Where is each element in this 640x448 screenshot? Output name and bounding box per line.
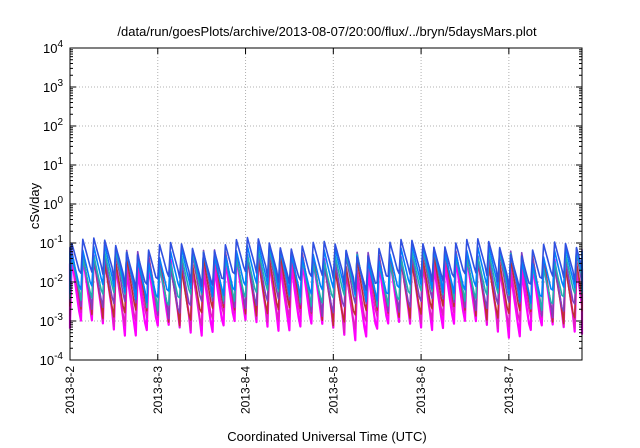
y-tick-label: 10-3 bbox=[40, 312, 64, 329]
y-axis-label: cSv/day bbox=[27, 182, 42, 229]
x-tick-label: 2013-8-2 bbox=[63, 366, 77, 414]
y-tick-label: 10-2 bbox=[40, 273, 64, 290]
x-axis-label: Coordinated Universal Time (UTC) bbox=[227, 429, 426, 444]
y-axis: 10-4 10-3 10-2 10-1 100 101 102 103 104 bbox=[40, 39, 582, 368]
y-tick-label: 100 bbox=[43, 195, 63, 212]
y-tick-label: 102 bbox=[43, 117, 63, 134]
y-tick-label: 103 bbox=[43, 78, 63, 95]
y-tick-label: 10-4 bbox=[40, 351, 64, 368]
x-tick-label: 2013-8-5 bbox=[326, 366, 340, 414]
y-tick-label: 101 bbox=[43, 156, 63, 173]
y-tick-label: 104 bbox=[43, 39, 63, 56]
x-tick-label: 2013-8-4 bbox=[239, 366, 253, 414]
series-group bbox=[68, 236, 584, 342]
x-tick-label: 2013-8-3 bbox=[151, 366, 165, 414]
series-line bbox=[69, 236, 583, 292]
x-tick-label: 2013-8-7 bbox=[502, 366, 516, 414]
y-tick-label: 10-1 bbox=[40, 234, 64, 251]
chart-title: /data/run/goesPlots/archive/2013-08-07/2… bbox=[117, 24, 537, 39]
x-axis: 2013-8-2 2013-8-3 2013-8-4 2013-8-5 2013-8-6… bbox=[63, 48, 516, 414]
x-tick-label: 2013-8-6 bbox=[414, 366, 428, 414]
